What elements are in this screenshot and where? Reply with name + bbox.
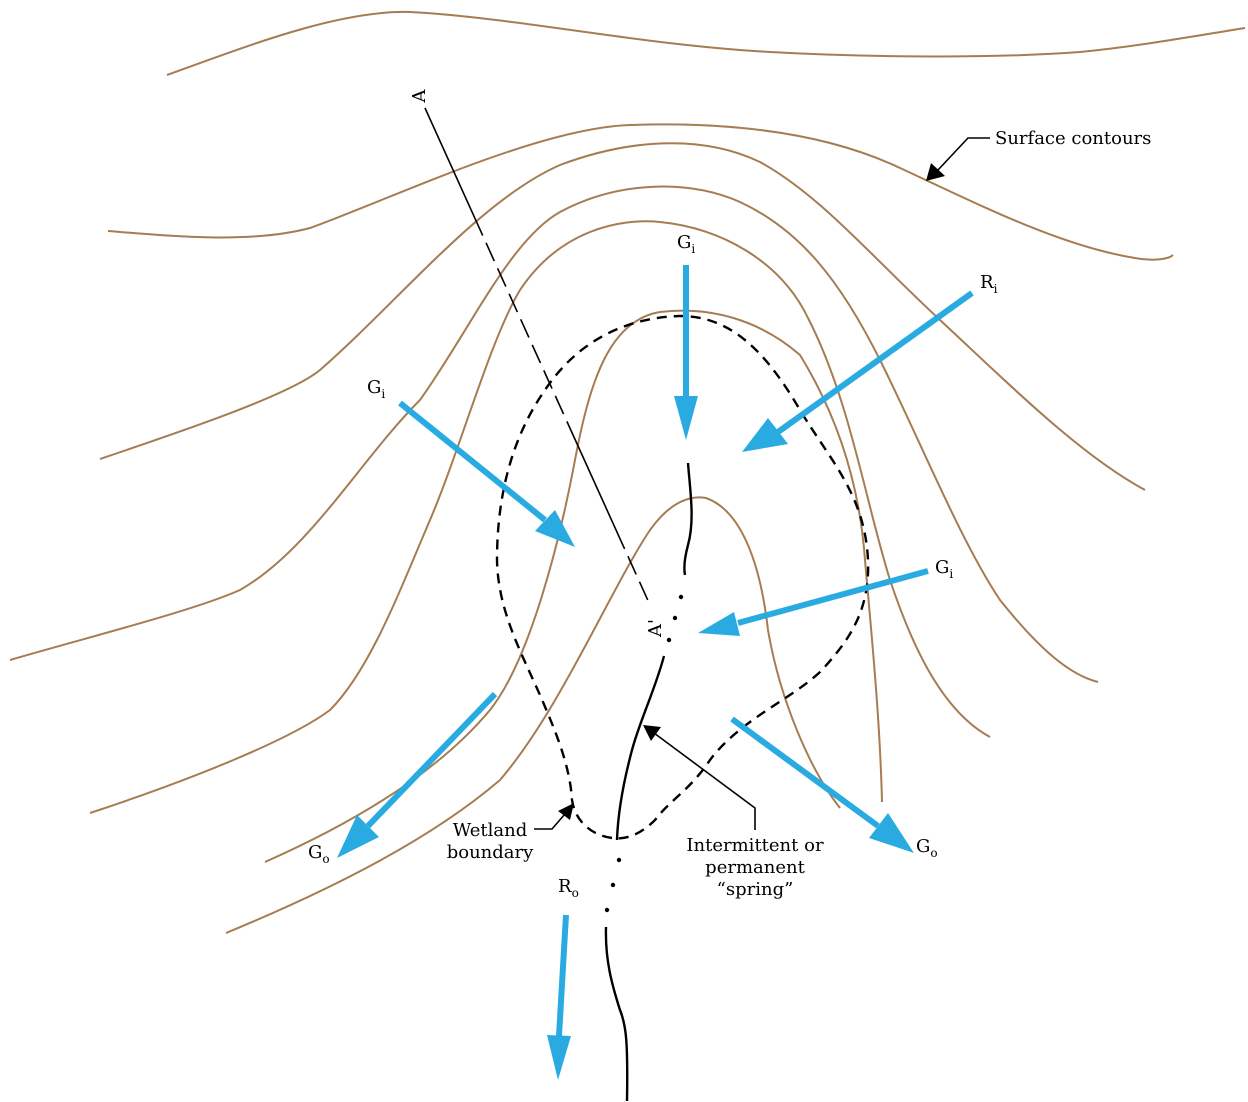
spring-leader xyxy=(653,732,756,830)
runoff-outflow-arrow xyxy=(547,914,571,1080)
stream-dot xyxy=(610,882,616,888)
go-label-left: Go xyxy=(308,842,330,866)
contour-line-3 xyxy=(99,142,1146,491)
spring-label-line3: “spring” xyxy=(717,879,794,900)
groundwater-inflow-arrow-right xyxy=(698,568,929,636)
leader-arrowhead xyxy=(558,803,574,820)
wetland-boundary-label-line1: Wetland xyxy=(453,820,528,841)
section-label-start: A xyxy=(409,89,430,104)
stream-upper xyxy=(683,462,693,576)
groundwater-outflow-arrow-right xyxy=(730,716,914,853)
groundwater-inflow-arrow-left xyxy=(398,400,575,547)
stream-dot xyxy=(604,907,610,913)
gi-label-right: Gi xyxy=(935,557,953,581)
spring-stream xyxy=(604,462,693,1102)
contour-line-1 xyxy=(166,10,1246,76)
leader-arrowhead xyxy=(643,725,661,741)
groundwater-inflow-arrow-top xyxy=(674,265,698,440)
go-label-right: Go xyxy=(916,836,938,860)
ri-label: Ri xyxy=(980,272,998,296)
contour-line-4 xyxy=(9,185,1099,683)
stream-lower xyxy=(604,926,629,1102)
wetland-boundary-annotation: Wetland boundary xyxy=(447,803,574,863)
spring-label-line1: Intermittent or xyxy=(686,835,824,856)
leader-arrowhead xyxy=(926,163,945,181)
runoff-inflow-arrow xyxy=(742,290,974,452)
stream-dot xyxy=(672,615,678,621)
svg-text:A': A' xyxy=(645,619,666,638)
surface-contours-leader xyxy=(937,137,990,171)
spring-label-line2: permanent xyxy=(705,857,805,878)
stream-middle xyxy=(615,655,666,841)
svg-text:A: A xyxy=(409,89,430,104)
surface-contours xyxy=(9,10,1246,934)
surface-contours-label: Surface contours xyxy=(995,128,1151,149)
gi-label-left: Gi xyxy=(367,377,385,401)
wetland-boundary xyxy=(495,314,870,840)
gi-label-top: Gi xyxy=(677,232,695,256)
surface-contours-annotation: Surface contours xyxy=(926,128,1151,181)
wetland-boundary-leader xyxy=(534,813,566,830)
stream-dot xyxy=(616,857,622,863)
cross-section-line: A A' xyxy=(409,89,666,638)
stream-dot xyxy=(678,594,684,600)
contour-line-6 xyxy=(264,309,883,863)
wetland-boundary-label-line2: boundary xyxy=(447,842,534,863)
groundwater-outflow-arrow-left xyxy=(337,691,498,858)
section-label-end: A' xyxy=(645,619,666,638)
flow-labels: Gi Ri Gi Gi Go Go Ro xyxy=(308,232,998,900)
flow-arrows xyxy=(337,265,974,1080)
ro-label: Ro xyxy=(558,876,579,900)
spring-annotation: Intermittent or permanent “spring” xyxy=(643,725,824,900)
stream-dot xyxy=(666,637,672,643)
section-line-a-to-a-prime xyxy=(424,107,651,606)
contour-line-5 xyxy=(89,220,991,814)
contour-line-2 xyxy=(107,123,1174,261)
contour-line-7 xyxy=(225,496,841,934)
